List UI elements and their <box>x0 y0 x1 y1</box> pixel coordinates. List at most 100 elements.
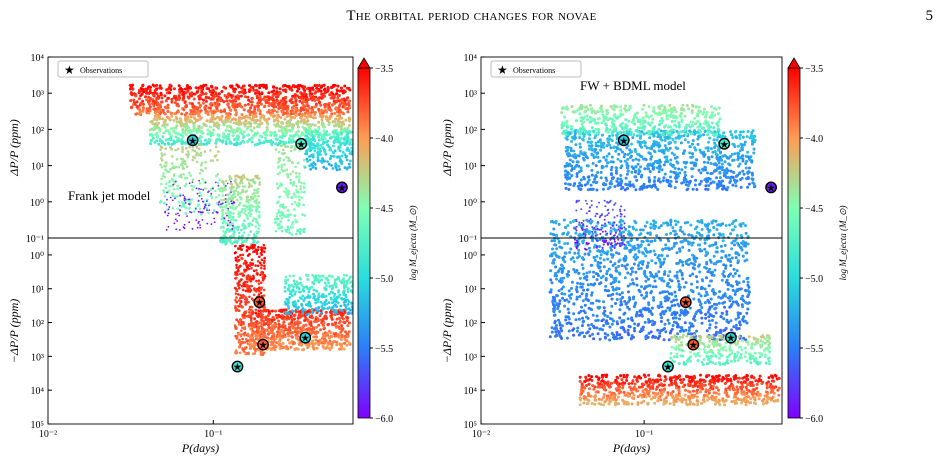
observation-marker <box>617 134 630 147</box>
colorbar: −3.5 −4.0 −4.5 −5.0 −5.5 −6.0 log M_ejecta (M_… <box>787 57 848 425</box>
x-tick-label: 10⁻² <box>39 429 57 440</box>
y-tick-label: 10⁴ <box>464 53 478 64</box>
colorbar-tick-label: −4.5 <box>805 204 823 215</box>
y-tick-label: 10¹ <box>464 162 477 173</box>
colorbar-tick-label: −3.5 <box>805 64 823 75</box>
observation-marker <box>186 134 199 147</box>
x-tick-label: 10⁻¹ <box>635 429 653 440</box>
colorbar-gradient <box>787 67 801 419</box>
colorbar-tick-label: −5.0 <box>805 274 823 285</box>
colorbar-tick-label: −6.0 <box>805 414 823 425</box>
y-tick-label: 10² <box>464 125 477 136</box>
y-tick-label: 10¹ <box>31 162 44 173</box>
y-tick-label: 10⁻¹ <box>26 234 44 245</box>
y-tick-label: 10³ <box>464 352 477 363</box>
y-axis-label-top: ΔP/P (ppm) <box>7 119 21 176</box>
y-axis-label-top: ΔP/P (ppm) <box>440 119 454 176</box>
y-tick-label: 10⁵ <box>464 420 478 431</box>
y-tick-label: 10⁰ <box>463 198 477 209</box>
observation-star-icon: ★ <box>767 183 775 193</box>
running-title: The orbital period changes for novae <box>346 8 597 24</box>
y-tick-label: 10² <box>31 319 44 330</box>
colorbar-tick-label: −3.5 <box>375 64 393 75</box>
colorbar-extend-arrow <box>357 57 371 69</box>
page-number: 5 <box>925 8 934 24</box>
legend-star-icon: ★ <box>497 63 508 77</box>
observation-marker <box>724 331 737 344</box>
observation-marker <box>299 331 312 344</box>
y-tick-label: 10⁰ <box>30 198 44 209</box>
observation-marker <box>687 338 700 351</box>
x-tick-label: 10⁻¹ <box>204 429 222 440</box>
observation-marker <box>679 296 692 309</box>
observation-marker <box>662 360 674 373</box>
x-tick-label: 10⁻² <box>472 429 490 440</box>
colorbar-tick-label: −4.0 <box>805 134 823 145</box>
y-tick-label: 10⁻¹ <box>459 234 477 245</box>
model-label: Frank jet model <box>68 188 151 203</box>
y-axis-label-bottom: −ΔP/P (ppm) <box>440 299 454 364</box>
observation-star-icon: ★ <box>338 183 346 193</box>
x-axis-label: P(days) <box>612 441 650 455</box>
model-label: FW + BDML model <box>580 78 686 93</box>
colorbar-tick-label: −5.0 <box>375 274 393 285</box>
y-tick-label: 10² <box>31 125 44 136</box>
observation-star-icon: ★ <box>689 340 697 350</box>
observation-marker <box>257 338 269 351</box>
observation-marker <box>718 137 731 150</box>
observation-star-icon: ★ <box>233 362 241 372</box>
observation-star-icon: ★ <box>255 298 263 308</box>
legend: ★ Observations <box>57 60 149 78</box>
colorbar-tick-label: −5.5 <box>375 344 393 355</box>
y-tick-label: 10⁰ <box>463 251 477 262</box>
observation-star-icon: ★ <box>189 136 197 146</box>
y-tick-label: 10⁴ <box>31 386 45 397</box>
observation-star-icon: ★ <box>620 136 628 146</box>
colorbar-extend-arrow <box>787 57 801 69</box>
y-tick-label: 10⁴ <box>31 53 45 64</box>
legend-label: Observations <box>513 66 555 75</box>
observation-marker <box>295 137 308 150</box>
model-point-cloud <box>548 103 781 407</box>
colorbar-gradient <box>357 67 371 419</box>
plot-frame <box>480 56 783 425</box>
observation-marker <box>336 181 348 194</box>
legend-box <box>57 60 149 78</box>
chart-panel-2: 10⁴10³10²10¹10⁰10⁻¹10⁰10¹10²10³10⁴10⁵10⁻… <box>440 53 848 455</box>
observation-marker <box>231 360 244 373</box>
y-axis-label-bottom: −ΔP/P (ppm) <box>7 299 21 364</box>
observation-marker <box>765 181 777 194</box>
model-point-cloud <box>128 83 353 357</box>
chart-panel-1: 10⁴10³10²10¹10⁰10⁻¹10⁰10¹10²10³10⁴10⁵10⁻… <box>7 53 418 455</box>
colorbar-tick-label: −5.5 <box>805 344 823 355</box>
colorbar-label: log M_ejecta (M_⊙) <box>408 205 418 280</box>
observation-star-icon: ★ <box>297 139 305 149</box>
colorbar-tick-label: −6.0 <box>375 414 393 425</box>
legend-box <box>490 60 582 78</box>
y-tick-label: 10² <box>464 319 477 330</box>
y-tick-label: 10⁰ <box>30 251 44 262</box>
observation-star-icon: ★ <box>259 340 267 350</box>
y-tick-label: 10⁴ <box>464 386 478 397</box>
legend-star-icon: ★ <box>64 63 75 77</box>
x-axis-label: P(days) <box>181 441 219 455</box>
colorbar: −3.5 −4.0 −4.5 −5.0 −5.5 −6.0 log M_ejecta (M_… <box>357 57 418 425</box>
page-header: The orbital period changes for novae 5 <box>0 8 943 30</box>
y-tick-label: 10¹ <box>464 285 477 296</box>
observation-star-icon: ★ <box>664 362 672 372</box>
colorbar-tick-label: −4.5 <box>375 204 393 215</box>
observation-star-icon: ★ <box>301 333 309 343</box>
observation-marker <box>253 296 266 309</box>
observation-star-icon: ★ <box>720 139 728 149</box>
legend: ★ Observations <box>490 60 582 78</box>
plot-frame <box>47 56 354 425</box>
colorbar-tick-label: −4.0 <box>375 134 393 145</box>
colorbar-label: log M_ejecta (M_⊙) <box>838 205 848 280</box>
y-tick-label: 10⁵ <box>31 420 45 431</box>
observation-star-icon: ★ <box>727 333 735 343</box>
y-tick-label: 10³ <box>31 352 44 363</box>
legend-label: Observations <box>80 66 122 75</box>
observation-star-icon: ★ <box>682 298 690 308</box>
y-tick-label: 10³ <box>31 89 44 100</box>
